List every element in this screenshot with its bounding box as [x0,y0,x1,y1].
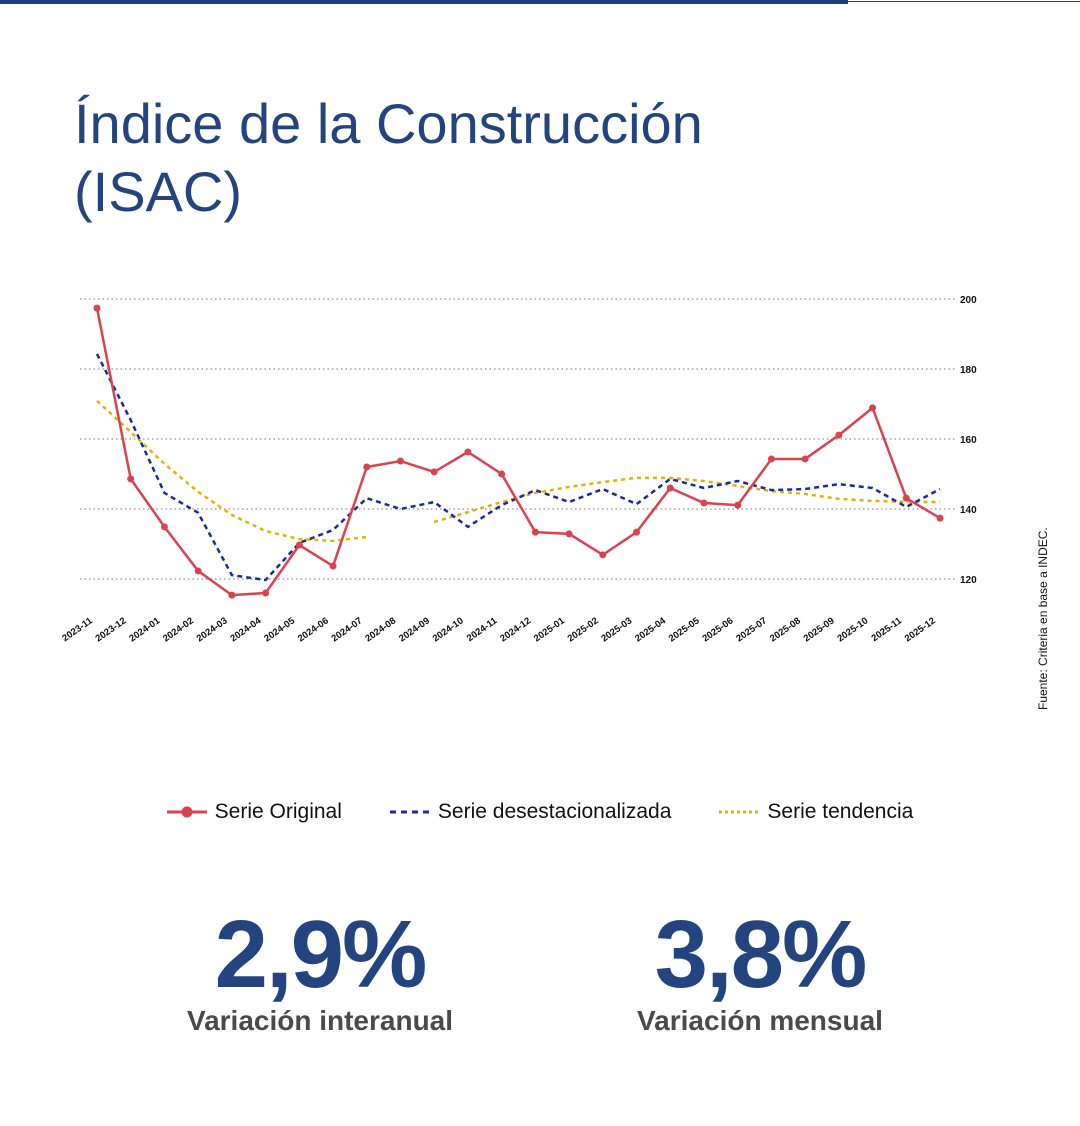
kpi-interanual: 2,9% Variación interanual [120,905,520,1037]
x-tick-label: 2024-07 [330,615,365,644]
data-point-original [464,448,472,456]
x-tick-label: 2024-06 [296,615,331,644]
data-point-original [633,528,641,536]
data-point-original [498,470,506,478]
data-point-original [194,567,202,575]
data-point-original [599,551,607,559]
y-tick-label: 120 [960,575,977,586]
data-point-original [565,530,573,538]
x-tick-label: 2024-03 [195,615,230,644]
data-point-original [329,562,337,570]
data-point-original [767,455,775,463]
data-point-original [430,468,438,476]
series-desestacionalizada-line [95,353,941,582]
x-tick-label: 2025-04 [633,615,668,644]
legend-item-desestacionalizada: Serie desestacionalizada [389,800,672,824]
x-tick-label: 2025-01 [532,615,567,644]
y-tick-label: 160 [960,435,977,446]
data-point-original [127,475,135,483]
x-tick-label: 2023-11 [60,615,95,644]
x-tick-label: 2024-10 [431,615,466,644]
data-point-original [666,484,674,492]
legend-label: Serie tendencia [767,800,914,823]
x-tick-label: 2025-02 [566,615,601,644]
chart-legend: Serie Original Serie desestacionalizada … [0,800,1080,824]
x-tick-label: 2024-08 [363,615,398,644]
y-tick-label: 200 [960,295,977,306]
data-point-original [835,431,843,439]
x-tick-label: 2025-09 [802,615,837,644]
kpi-label: Variación mensual [637,1005,883,1036]
kpi-value: 3,8% [654,901,868,1008]
x-tick-label: 2025-10 [835,615,870,644]
legend-label: Serie Original [214,800,342,823]
isac-line-chart: 1201401601802002023-112023-122024-012024… [60,295,977,644]
x-tick-label: 2025-08 [768,615,803,644]
data-point-original [531,528,539,536]
data-point-original [734,501,742,509]
legend-original-line-icon [166,806,207,818]
data-point-original [262,589,270,597]
x-tick-label: 2024-02 [161,615,196,644]
page-title: Índice de la Construcción (ISAC) [74,91,703,223]
data-point-original [396,457,404,465]
y-tick-label: 140 [960,505,977,516]
kpi-label: Variación interanual [186,1005,454,1036]
x-tick-label: 2024-12 [498,615,533,644]
x-tick-label: 2025-05 [667,615,702,644]
data-point-original [160,523,168,531]
series-tendencia-line [433,476,940,524]
x-tick-label: 2024-11 [465,615,500,644]
data-point-original [295,541,303,549]
x-tick-label: 2024-01 [127,615,162,644]
legend-item-original: Serie Original [166,800,342,824]
x-tick-label: 2025-11 [870,615,905,644]
x-tick-label: 2025-07 [734,615,769,644]
x-tick-label: 2023-12 [94,615,129,644]
data-point-original [700,499,708,507]
data-point-original [902,494,910,502]
data-point-original [801,455,809,463]
source-note: Fuente: Criteria en base a INDEC. [1036,527,1050,710]
series-original-line [95,307,941,597]
data-point-original [936,514,944,522]
legend-dotted-line-icon [719,810,760,814]
top-accent-bar [0,0,848,4]
top-accent-line [848,1,1080,2]
x-tick-label: 2025-06 [701,615,736,644]
x-tick-label: 2025-12 [903,615,938,644]
series-tendencia-line [96,399,367,543]
y-tick-label: 180 [960,365,977,376]
data-point-original [363,463,371,471]
data-point-original [869,404,877,412]
kpi-value: 2,9% [214,901,428,1008]
legend-item-tendencia: Serie tendencia [719,800,913,824]
x-tick-label: 2024-09 [397,615,432,644]
kpi-mensual: 3,8% Variación mensual [560,905,960,1037]
legend-label: Serie desestacionalizada [437,800,672,823]
x-tick-label: 2024-04 [228,615,263,644]
legend-dashed-line-icon [389,810,430,814]
x-tick-label: 2024-05 [262,615,297,644]
data-point-original [93,304,101,312]
x-tick-label: 2025-03 [599,615,634,644]
data-point-original [228,591,236,599]
